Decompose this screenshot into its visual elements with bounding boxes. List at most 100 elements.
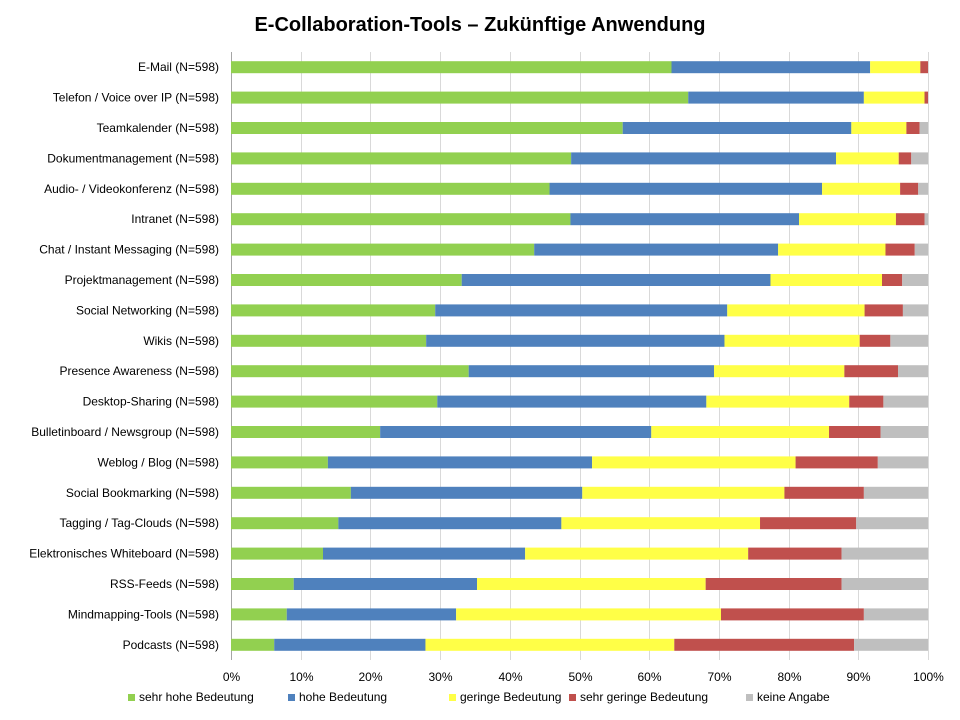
x-tick-label: 60% — [637, 670, 661, 684]
category-label: Tagging / Tag-Clouds (N=598) — [59, 516, 219, 530]
bar-segment — [231, 638, 275, 651]
bar-segment — [895, 213, 925, 226]
bar-segment — [477, 578, 706, 590]
legend-label: geringe Bedeutung — [460, 690, 561, 704]
bar-segment — [286, 608, 457, 621]
category-label: Dokumentmanagement (N=598) — [47, 151, 219, 165]
legend-label: hohe Bedeutung — [299, 690, 387, 704]
legend-label: sehr hohe Bedeutung — [139, 690, 254, 704]
bar-segment — [778, 243, 886, 256]
bar-segment — [856, 517, 928, 530]
x-tick-label: 10% — [289, 670, 313, 684]
bar-segment — [426, 334, 725, 347]
bar-segment — [549, 182, 823, 195]
bar-segment — [231, 608, 287, 621]
bar-segment — [799, 213, 896, 226]
category-label: Desktop-Sharing (N=598) — [83, 395, 219, 409]
bar-segment — [714, 365, 845, 378]
bar-segment — [795, 456, 878, 469]
bar-segment — [841, 578, 928, 590]
category-label: Telefon / Voice over IP (N=598) — [53, 91, 219, 105]
bar-segment — [924, 91, 928, 104]
bar-segment — [919, 122, 928, 134]
bar-segment — [902, 274, 928, 286]
bar-segment — [380, 426, 652, 438]
bar-segment — [822, 182, 901, 195]
bar-segment — [688, 91, 864, 104]
grid-lines — [231, 52, 929, 660]
legend-swatch — [569, 694, 576, 701]
bar-segment — [900, 182, 919, 195]
bar-segment — [468, 365, 715, 378]
bar-segment — [841, 547, 928, 560]
x-tick-label: 80% — [777, 670, 801, 684]
bar-segment — [582, 486, 785, 499]
bar-segment — [231, 213, 571, 226]
bar-segment — [231, 456, 328, 469]
bar-segment — [877, 456, 928, 469]
bar-segment — [835, 152, 899, 165]
bar-segment — [231, 486, 351, 499]
bar-segment — [829, 426, 881, 438]
bar-segment — [883, 395, 928, 408]
chart-title: E-Collaboration-Tools – Zukünftige Anwen… — [254, 14, 705, 36]
bar-segment — [906, 122, 920, 134]
legend-label: keine Angabe — [757, 690, 830, 704]
legend-swatch — [288, 694, 295, 701]
bar-segment — [748, 547, 842, 560]
bar-segment — [525, 547, 749, 560]
category-label: Elektronisches Whiteboard (N=598) — [29, 547, 219, 561]
bar-segment — [760, 517, 857, 530]
bar-segment — [231, 274, 462, 286]
bar-segment — [231, 122, 623, 134]
bar-segment — [274, 638, 426, 651]
bar-segment — [671, 61, 871, 74]
x-tick-label: 20% — [358, 670, 382, 684]
bar-segment — [231, 578, 294, 590]
bar-segment — [870, 61, 921, 74]
x-tick-label: 30% — [428, 670, 452, 684]
bar-segment — [881, 274, 903, 286]
category-label: Wikis (N=598) — [143, 334, 219, 348]
bar-segment — [885, 243, 915, 256]
bar-segment — [425, 638, 675, 651]
bar-segment — [534, 243, 779, 256]
category-label: Mindmapping-Tools (N=598) — [68, 607, 219, 621]
bar-segment — [920, 61, 928, 74]
bar-segment — [727, 304, 865, 317]
bar-segment — [437, 395, 707, 408]
category-label: Presence Awareness (N=598) — [59, 364, 219, 378]
bar-segment — [863, 608, 928, 621]
bar-segment — [350, 486, 583, 499]
legend-swatch — [746, 694, 753, 701]
bar-segment — [231, 365, 469, 378]
bar-segment — [231, 243, 535, 256]
x-tick-label: 50% — [568, 670, 592, 684]
bar-segment — [231, 304, 436, 317]
bar-segment — [674, 638, 855, 651]
category-labels: E-Mail (N=598) Telefon / Voice over IP (N… — [29, 60, 219, 652]
category-label: Audio- / Videokonferenz (N=598) — [44, 182, 219, 196]
bar-segment — [849, 395, 884, 408]
bar-segment — [902, 304, 928, 317]
category-label: Intranet (N=598) — [131, 212, 219, 226]
legend-swatch — [449, 694, 456, 701]
legend: sehr hohe Bedeutung hohe Bedeutung geringe… — [128, 690, 830, 704]
category-label: Podcasts (N=598) — [123, 638, 219, 652]
x-tick-label: 100% — [913, 670, 944, 684]
bar-segment — [854, 638, 928, 651]
bars — [231, 61, 928, 651]
bar-segment — [293, 578, 478, 590]
bar-segment — [770, 274, 882, 286]
bar-segment — [651, 426, 830, 438]
bar-segment — [338, 517, 562, 530]
category-label: Social Bookmarking (N=598) — [66, 486, 219, 500]
bar-segment — [863, 91, 925, 104]
bar-segment — [231, 547, 324, 560]
bar-segment — [851, 122, 907, 134]
bar-segment — [456, 608, 721, 621]
bar-segment — [706, 395, 850, 408]
category-label: Bulletinboard / Newsgroup (N=598) — [31, 425, 219, 439]
legend-swatch — [128, 694, 135, 701]
